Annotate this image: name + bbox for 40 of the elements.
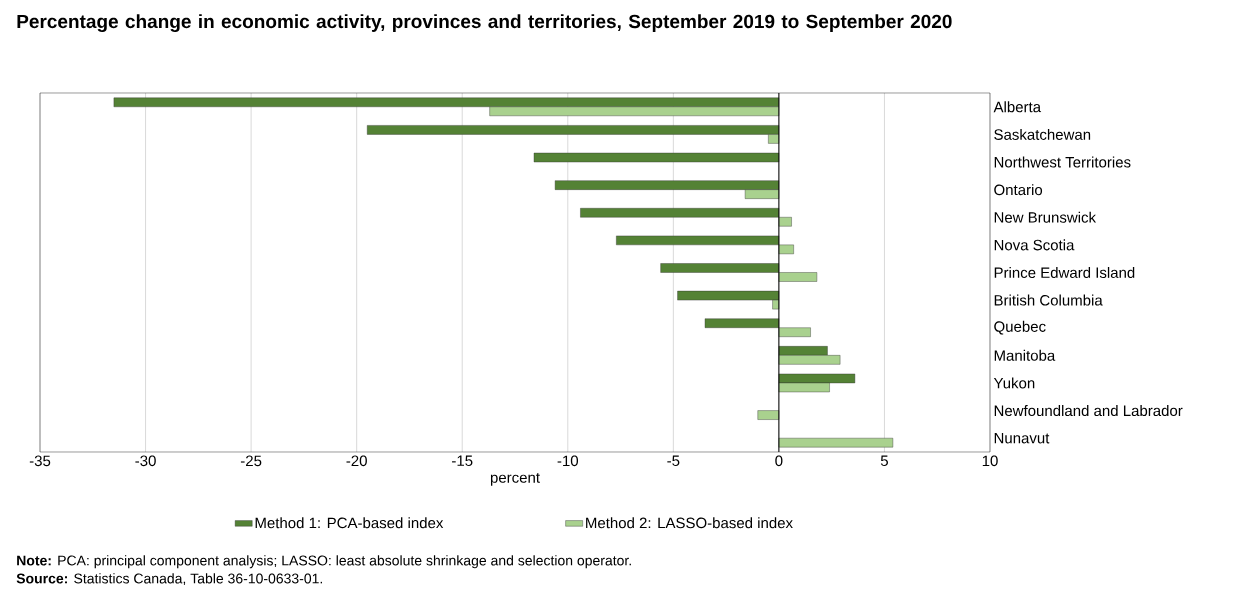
bar bbox=[778, 217, 792, 227]
x-tick-label: -15 bbox=[452, 455, 473, 466]
bar bbox=[778, 437, 894, 448]
legend-label: Method 2: LASSO-based index bbox=[586, 517, 793, 529]
y-tick-label: New Brunswick bbox=[994, 211, 1097, 223]
bar bbox=[616, 235, 780, 246]
x-tick-label: 10 bbox=[982, 455, 998, 467]
x-tick-label: -35 bbox=[29, 455, 51, 467]
x-tick-label: -5 bbox=[667, 455, 680, 466]
x-tick-label: -25 bbox=[240, 455, 262, 467]
x-tick-label: 0 bbox=[775, 455, 783, 467]
y-tick-label: Quebec bbox=[994, 320, 1046, 335]
chart-title: Percentage change in economic activity, provinces and territories, September 2019 to September 2020 bbox=[17, 14, 952, 32]
y-tick-label: Nova Scotia bbox=[994, 239, 1075, 251]
text: Note: PCA: principal component analysis; LASSO: least absolute shrinkage and selection operator. bbox=[17, 555, 631, 569]
bar bbox=[580, 208, 780, 218]
y-tick-label: Northwest Territories bbox=[994, 156, 1131, 168]
x-tick-label: -10 bbox=[557, 455, 579, 467]
bar bbox=[533, 152, 780, 163]
x-tick-label: 5 bbox=[880, 455, 888, 466]
y-tick-label: Newfoundland and Labrador bbox=[994, 405, 1183, 417]
x-tick-label: -20 bbox=[346, 455, 367, 467]
bar bbox=[778, 244, 794, 255]
bar bbox=[660, 263, 780, 273]
bar bbox=[778, 272, 818, 282]
y-tick-label: Yukon bbox=[993, 377, 1035, 389]
y-tick-label: British Columbia bbox=[994, 294, 1103, 306]
legend-label: Method 1: PCA-based index bbox=[255, 517, 444, 529]
y-tick-label: Prince Edward Island bbox=[994, 266, 1135, 278]
y-tick-label: Ontario bbox=[994, 184, 1043, 196]
bar bbox=[704, 318, 780, 328]
y-tick-label: Alberta bbox=[993, 101, 1042, 113]
bar bbox=[778, 327, 811, 337]
y-tick-label: Saskatchewan bbox=[994, 128, 1091, 140]
y-tick-label: Manitoba bbox=[994, 349, 1056, 361]
y-tick-label: Nunavut bbox=[994, 432, 1050, 444]
bar bbox=[757, 410, 780, 420]
x-tick-label: -30 bbox=[135, 455, 156, 467]
x-axis-title: percent bbox=[490, 473, 540, 486]
text: Source: Statistics Canada, Table 36-10-0633-01. bbox=[16, 573, 323, 586]
